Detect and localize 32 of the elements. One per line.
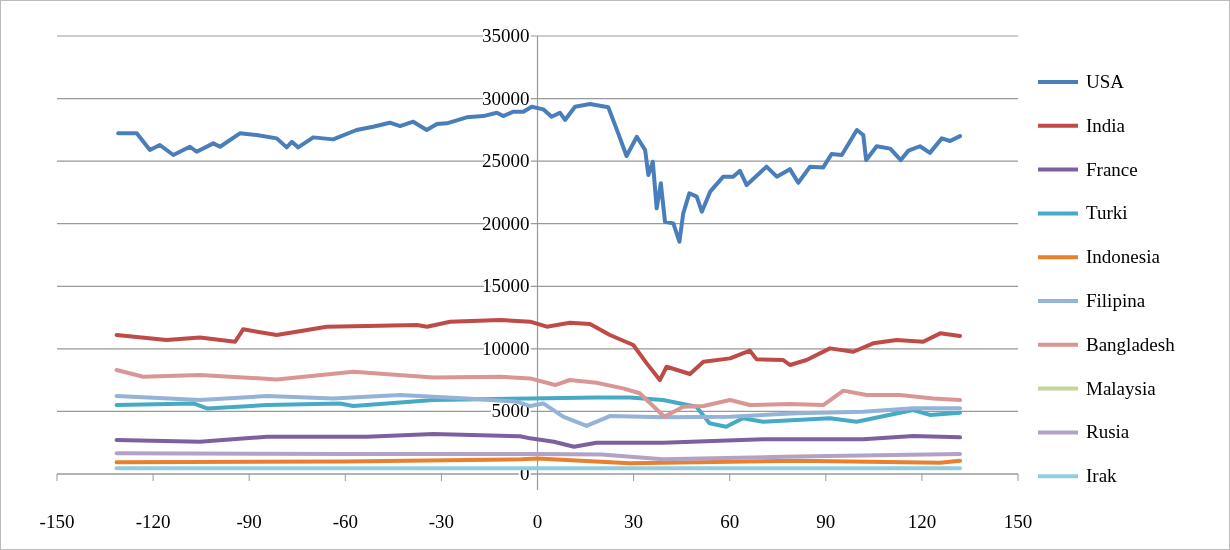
y-tick-label: 15000 — [482, 275, 530, 297]
y-tick-label: 10000 — [482, 337, 530, 359]
legend-label: France — [1086, 158, 1138, 180]
legend-label: Turki — [1086, 202, 1128, 224]
legend-label: India — [1086, 114, 1126, 136]
legend-label: Bangladesh — [1086, 333, 1176, 355]
legend-label: USA — [1086, 71, 1125, 92]
line-series — [114, 431, 963, 449]
x-tick-label: 30 — [624, 511, 644, 532]
legend-label: Irak — [1086, 465, 1118, 487]
x-tick-label: -30 — [428, 511, 455, 532]
legend-label: Rusia — [1086, 421, 1130, 443]
line-series — [114, 451, 963, 462]
line-series — [114, 318, 963, 383]
x-tick-label: -90 — [236, 511, 262, 532]
x-tick-label: 60 — [720, 511, 740, 532]
y-tick-label: 25000 — [482, 150, 530, 172]
x-tick-label: -60 — [332, 511, 358, 532]
y-tick-label: 5000 — [491, 400, 530, 422]
y-tick-label: 35000 — [482, 25, 530, 46]
x-tick-label: 120 — [907, 511, 937, 532]
y-tick-label: 20000 — [482, 212, 530, 234]
y-tick-label: 30000 — [482, 87, 530, 109]
x-tick-label: 90 — [816, 511, 836, 532]
line-series — [114, 368, 963, 419]
legend-label: Malaysia — [1086, 377, 1157, 399]
x-tick-label: 0 — [532, 511, 543, 532]
legend-label: Indonesia — [1086, 246, 1161, 268]
x-tick-label: -120 — [135, 511, 171, 532]
x-tick-label: 150 — [1003, 511, 1033, 532]
legend-label: Filipina — [1086, 290, 1146, 311]
x-tick-label: -150 — [39, 511, 75, 532]
